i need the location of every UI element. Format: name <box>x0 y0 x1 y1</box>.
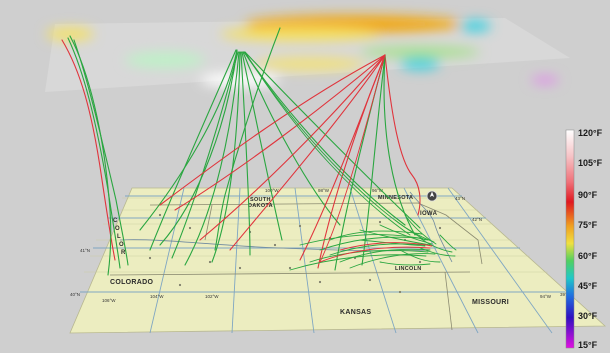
legend-tick-60: 60°F <box>578 251 598 261</box>
lat-lon-grid <box>80 187 565 334</box>
state-label-minnesota: MINNESOTA <box>378 195 413 201</box>
legend-tick-45: 45°F <box>578 281 598 291</box>
state-label-kansas: KANSAS <box>340 309 371 316</box>
vertical-wall-label: C O L O R <box>113 218 126 256</box>
trajectory-cluster <box>243 51 457 271</box>
legend-tick-15: 15°F <box>578 340 598 350</box>
state-label-colorado: COLORADO <box>110 279 153 286</box>
upper-layer-plane <box>45 18 570 92</box>
trajectories <box>61 27 457 276</box>
temperature-legend: 120°F 105°F 90°F 75°F 60°F 45°F 30°F 15°… <box>565 128 603 350</box>
cool-cell-cyan-2 <box>400 58 440 70</box>
legend-tick-30: 30°F <box>578 311 598 321</box>
state-labels: COLORADO KANSAS MISSOURI IOWA LINCOLN MI… <box>110 195 509 316</box>
state-label-missouri: MISSOURI <box>472 299 509 306</box>
ground-map <box>69 187 607 334</box>
state-label-south-dakota-1: SOUTH <box>250 197 271 203</box>
coord-42n: 42°N <box>472 217 482 222</box>
trajectory-bundle-left <box>61 35 129 276</box>
wall-letter-2: O <box>115 226 120 232</box>
legend-tick-75: 75°F <box>578 220 598 230</box>
cool-cell-mint <box>125 52 205 68</box>
coordinate-labels: 106°W 104°W 102°W 100°W 98°W 96°W 94°W 4… <box>70 188 570 303</box>
coord-96w: 96°W <box>372 188 384 193</box>
trajectory-red-long <box>159 54 386 211</box>
violet-spot <box>531 76 559 84</box>
upper-temperature-layer <box>45 15 570 92</box>
cool-cell-cyan <box>459 20 491 32</box>
state-label-south-dakota-2: DAKOTA <box>248 203 273 209</box>
coord-102w: 102°W <box>205 294 219 299</box>
coord-40n: 40°N <box>70 292 80 297</box>
trajectory-cluster-red <box>319 54 433 263</box>
green-band <box>360 46 480 58</box>
coord-104w: 104°W <box>150 294 164 299</box>
wall-letter-1: C <box>113 218 118 224</box>
trajectory-bundle-center <box>139 27 421 266</box>
north-compass-icon <box>426 190 438 202</box>
coord-94w: 94°W <box>540 294 552 299</box>
legend-tick-105: 105°F <box>578 158 603 168</box>
coord-106w: 106°W <box>102 298 116 303</box>
coord-43n: 43°N <box>455 196 465 201</box>
coord-41n: 41°N <box>80 248 90 253</box>
coord-100w: 100°W <box>265 188 279 193</box>
warm-cell-yellow-2 <box>255 57 365 71</box>
wall-letter-4: O <box>119 242 124 248</box>
legend-colorbar <box>565 129 575 349</box>
map-plane <box>69 187 607 334</box>
county-lines <box>84 197 548 273</box>
coord-39n: 39°N <box>560 292 570 297</box>
state-label-iowa: IOWA <box>420 211 438 217</box>
warm-cell-left <box>46 27 94 41</box>
wall-letter-3: L <box>117 234 121 240</box>
warm-cell-yellow <box>220 27 380 41</box>
state-label-lincoln: LINCOLN <box>395 266 422 272</box>
wall-letter-5: R <box>121 250 126 256</box>
legend-tick-90: 90°F <box>578 190 598 200</box>
legend-tick-120: 120°F <box>578 128 603 138</box>
coord-98w: 98°W <box>318 188 330 193</box>
